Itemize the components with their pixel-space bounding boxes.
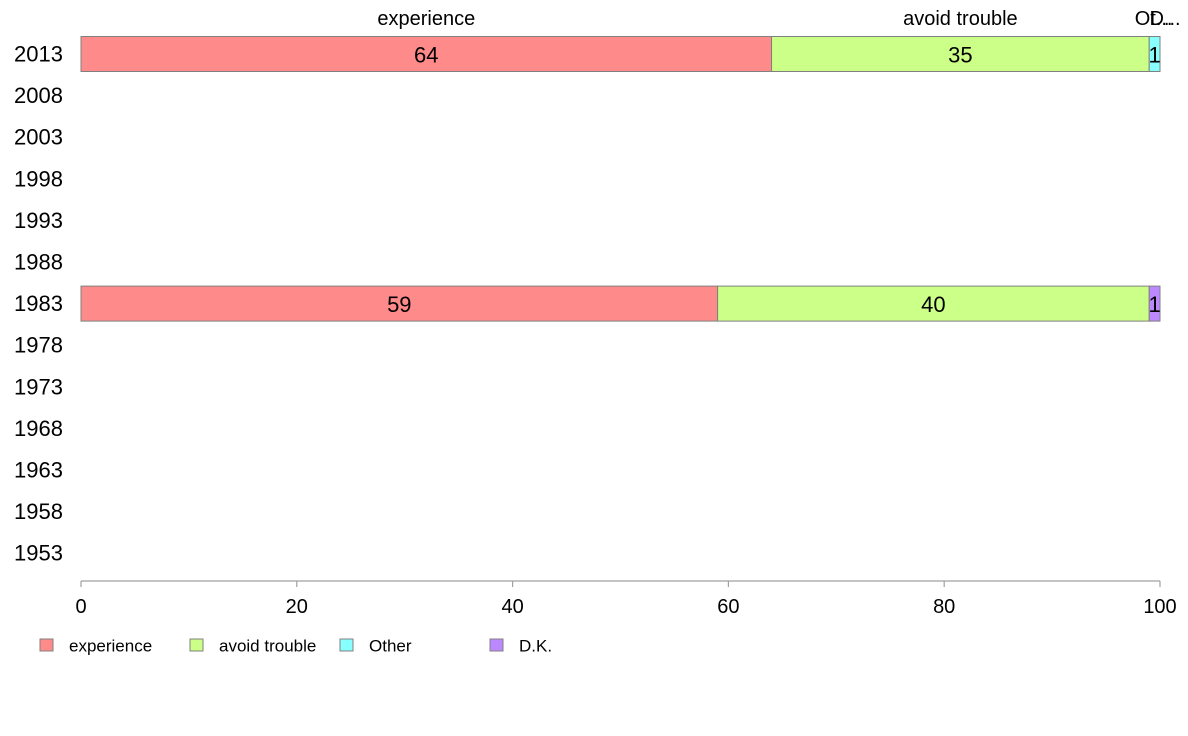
bar-segment	[771, 36, 1150, 72]
y-tick-label: 1978	[14, 333, 63, 358]
x-tick-label: 20	[286, 596, 308, 618]
y-tick-label: 1953	[14, 541, 63, 566]
y-tick-label: 1958	[14, 499, 63, 524]
legend-label: experience	[69, 637, 152, 656]
legend-label: avoid trouble	[219, 637, 316, 656]
legend-label: D.K.	[519, 637, 552, 656]
data-label: 59	[387, 292, 411, 317]
bars: 64 35 1 59 40 1	[80, 36, 1161, 322]
bar-segment	[80, 285, 719, 322]
y-tick-label: 2003	[14, 125, 63, 150]
x-tick-label: 60	[717, 596, 739, 618]
data-label: 40	[921, 292, 945, 317]
legend-swatch	[339, 638, 354, 652]
y-tick-label: 2008	[14, 83, 63, 108]
y-tick-label: 1968	[14, 416, 63, 441]
data-label: 64	[414, 43, 438, 68]
y-tick-label: 1963	[14, 458, 63, 483]
bar-segment	[717, 285, 1150, 322]
segment-header-label: D...	[1149, 8, 1180, 30]
legend-label: Other	[369, 637, 412, 656]
y-tick-label: 1993	[14, 208, 63, 233]
segment-header-label: experience	[377, 8, 475, 30]
y-tick-label: 1983	[14, 291, 63, 316]
legend-swatch	[189, 638, 204, 652]
legend-swatch	[39, 638, 54, 652]
y-tick-label: 1998	[14, 166, 63, 191]
x-tick-label: 100	[1143, 596, 1176, 618]
x-tick-label: 40	[501, 596, 523, 618]
legend-swatch	[489, 638, 504, 652]
data-label: 1	[1148, 292, 1160, 317]
bar-segment	[1148, 36, 1161, 72]
segment-header-label: avoid trouble	[903, 8, 1018, 30]
x-axis: 0 20 40 60 80 100	[75, 580, 1177, 618]
segment-header-label: Ot...	[1135, 8, 1173, 30]
x-tick-label: 80	[933, 596, 955, 618]
y-tick-label: 1988	[14, 250, 63, 275]
bar-segment	[1148, 285, 1161, 322]
y-tick-label: 2013	[14, 42, 63, 67]
data-label: 35	[948, 43, 972, 68]
y-tick-label: 1973	[14, 374, 63, 399]
y-axis-labels: 2013 2008 2003 1998 1993 1988 1983 1978 1973 1968…	[14, 42, 63, 566]
segment-header-labels: experience avoid trouble Ot...D...	[377, 8, 1180, 30]
data-label: 1	[1148, 43, 1160, 68]
legend: experience avoid trouble Other D.K.	[39, 637, 552, 656]
x-tick-label: 0	[75, 596, 86, 618]
